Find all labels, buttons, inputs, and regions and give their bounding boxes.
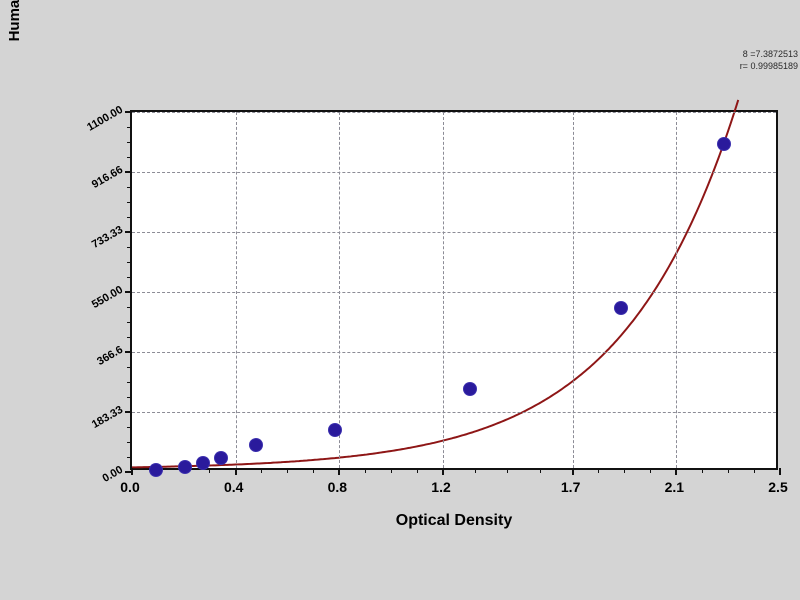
- fit-annotation-line-2: r= 0.99985189: [739, 61, 798, 71]
- data-point: [179, 461, 192, 474]
- x-axis-minor-tick: [701, 468, 703, 473]
- y-axis-minor-tick: [127, 306, 132, 308]
- gridline-horizontal: [132, 172, 776, 173]
- y-axis-minor-tick: [127, 216, 132, 218]
- gridline-vertical: [572, 112, 574, 468]
- y-axis-tick-label: 733.33: [89, 223, 125, 252]
- x-axis-minor-tick: [261, 468, 263, 473]
- x-axis-tick-label: 2.5: [768, 479, 788, 495]
- y-axis-tick: [125, 231, 132, 233]
- x-axis-minor-tick: [507, 468, 509, 473]
- x-axis-tick: [675, 468, 678, 475]
- y-axis-tick: [125, 351, 132, 353]
- x-axis-minor-tick: [598, 468, 600, 473]
- x-axis-minor-tick: [312, 468, 314, 473]
- y-axis-minor-tick: [127, 396, 132, 398]
- gridline-vertical: [443, 112, 445, 468]
- y-axis-tick-label: 550.00: [89, 283, 125, 312]
- data-point: [197, 456, 210, 469]
- y-axis-minor-tick: [127, 426, 132, 428]
- y-axis-minor-tick: [127, 321, 132, 323]
- x-axis-tick-label: 2.1: [664, 479, 685, 495]
- x-axis-tick: [234, 468, 237, 475]
- fitted-curve: [132, 99, 740, 469]
- y-axis-minor-tick: [127, 261, 132, 263]
- y-axis-tick-label: 1100.00: [85, 103, 125, 134]
- gridline-horizontal: [132, 292, 776, 293]
- x-axis-minor-tick: [753, 468, 755, 473]
- y-axis-minor-tick: [127, 246, 132, 248]
- y-axis-minor-tick: [127, 126, 132, 128]
- x-axis-minor-tick: [539, 468, 541, 473]
- x-axis-tick-label: 0.4: [223, 479, 244, 495]
- y-axis-minor-tick: [127, 156, 132, 158]
- x-axis-minor-tick: [649, 468, 651, 473]
- y-axis-minor-tick: [127, 441, 132, 443]
- x-axis-tick: [338, 468, 341, 475]
- y-axis-minor-tick: [127, 381, 132, 383]
- y-axis-tick: [125, 291, 132, 293]
- gridline-vertical: [235, 112, 237, 468]
- data-point: [214, 452, 227, 465]
- y-axis-tick: [125, 471, 132, 473]
- y-axis-minor-tick: [127, 201, 132, 203]
- x-axis-minor-tick: [727, 468, 729, 473]
- x-axis-minor-tick: [474, 468, 476, 473]
- x-axis-tick: [442, 468, 445, 475]
- gridline-horizontal: [132, 412, 776, 413]
- fit-annotation-line-1: 8 =7.3872513: [742, 49, 798, 59]
- y-axis-tick: [125, 171, 132, 173]
- y-axis-tick: [125, 411, 132, 413]
- x-axis-tick-label: 0.8: [327, 479, 348, 495]
- y-axis-tick-label: 916.66: [89, 163, 125, 192]
- x-axis-minor-tick: [390, 468, 392, 473]
- x-axis-tick: [779, 468, 781, 475]
- y-axis-minor-tick: [127, 366, 132, 368]
- gridline-horizontal: [132, 112, 776, 113]
- x-axis-minor-tick: [287, 468, 289, 473]
- y-axis-minor-tick: [127, 456, 132, 458]
- gridline-horizontal: [132, 232, 776, 233]
- y-axis-minor-tick: [127, 186, 132, 188]
- y-axis-minor-tick: [127, 276, 132, 278]
- data-point: [150, 464, 163, 477]
- y-axis-tick: [125, 111, 132, 113]
- x-axis-minor-tick: [209, 468, 211, 473]
- y-axis-title: Human FGF5 concentration (pg/ml): [2, 0, 28, 126]
- x-axis-tick: [571, 468, 574, 475]
- x-axis-title: Optical Density: [395, 512, 513, 529]
- y-axis-tick-label: 0.00: [100, 463, 125, 485]
- x-axis-tick-label: 0.0: [120, 479, 140, 495]
- x-axis-minor-tick: [416, 468, 418, 473]
- gridline-horizontal: [132, 352, 776, 353]
- x-axis-tick-label: 1.7: [560, 479, 581, 495]
- y-axis-minor-tick: [127, 336, 132, 338]
- x-axis-minor-tick: [623, 468, 625, 473]
- y-axis-tick-label: 183.33: [89, 403, 125, 432]
- gridline-vertical: [676, 112, 678, 468]
- gridline-vertical: [339, 112, 341, 468]
- data-point: [249, 439, 262, 452]
- fit-annotation: 8 =7.3872513 r= 0.99985189: [660, 48, 798, 72]
- plot-area: [125, 99, 781, 477]
- x-axis-tick-label: 1.2: [431, 479, 451, 495]
- data-point: [718, 137, 731, 150]
- data-point: [329, 424, 342, 437]
- y-axis-tick-label: 366.6: [95, 343, 125, 368]
- y-axis-minor-tick: [127, 141, 132, 143]
- data-point: [614, 301, 627, 314]
- x-axis-tick: [131, 468, 133, 475]
- data-point: [464, 382, 477, 395]
- x-axis-minor-tick: [364, 468, 366, 473]
